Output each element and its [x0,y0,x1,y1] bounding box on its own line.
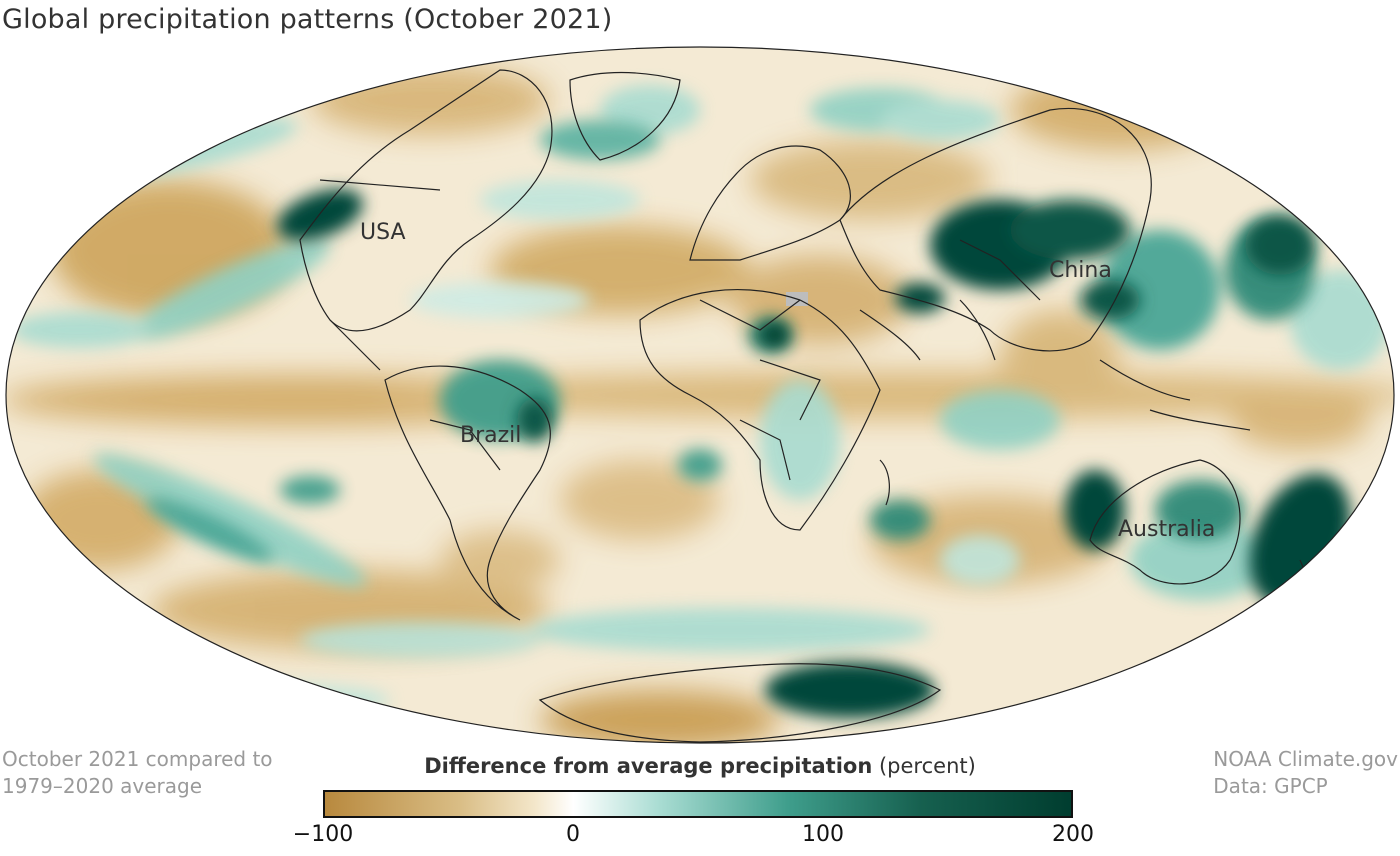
tick-label-zero: 0 [566,822,580,847]
tick-label-100: 100 [802,822,844,847]
label-brazil: Brazil [460,423,522,448]
coastlines [299,69,1306,743]
source-credit-line2: Data: GPCP [1213,774,1328,798]
comparison-note-line2: 1979–2020 average [2,774,203,798]
label-china: China [1049,258,1112,283]
source-credit-line1: NOAA Climate.gov [1213,747,1398,771]
comparison-note: October 2021 compared to 1979–2020 avera… [2,746,273,800]
map-title: Global precipitation patterns (October 2… [2,4,613,35]
legend-title: Difference from average precipitation (p… [0,754,1400,778]
globe-outline [5,46,1395,744]
legend-title-main: Difference from average precipitation [424,754,873,778]
label-australia: Australia [1118,517,1216,542]
tick-label-max: 200 [1052,822,1094,847]
source-credit: NOAA Climate.gov Data: GPCP [1213,746,1398,800]
legend-title-unit: (percent) [878,754,976,778]
anomaly-field [6,47,1394,743]
label-usa: USA [360,220,406,245]
tick-label-min: −100 [292,822,354,847]
comparison-note-line1: October 2021 compared to [2,747,273,771]
color-scale-bar [323,790,1073,818]
